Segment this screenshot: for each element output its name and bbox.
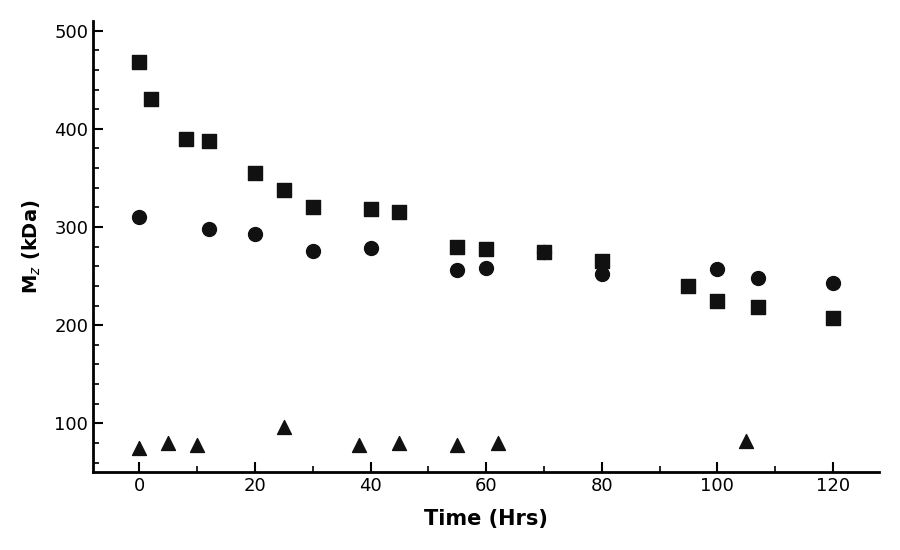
Point: [202, 136, 216, 145]
Point: [364, 205, 378, 214]
Point: [681, 282, 696, 290]
Point: [751, 303, 765, 312]
Point: [479, 264, 493, 273]
Point: [450, 441, 464, 449]
Point: [536, 247, 551, 256]
Point: [450, 242, 464, 251]
Point: [202, 224, 216, 233]
Point: [392, 208, 407, 217]
Point: [536, 247, 551, 256]
Point: [751, 274, 765, 283]
Point: [132, 213, 147, 222]
Y-axis label: M$_z$ (kDa): M$_z$ (kDa): [21, 199, 43, 294]
Point: [595, 270, 609, 278]
Point: [161, 438, 176, 447]
Point: [825, 278, 840, 287]
X-axis label: Time (Hrs): Time (Hrs): [424, 509, 548, 529]
Point: [132, 58, 147, 67]
Point: [595, 257, 609, 266]
Point: [276, 423, 291, 432]
Point: [491, 438, 505, 447]
Point: [710, 296, 724, 305]
Point: [305, 246, 320, 255]
Point: [305, 203, 320, 212]
Point: [392, 438, 407, 447]
Point: [132, 443, 147, 452]
Point: [190, 441, 204, 449]
Point: [364, 243, 378, 252]
Point: [248, 229, 262, 238]
Point: [144, 95, 158, 104]
Point: [450, 266, 464, 274]
Point: [739, 437, 753, 446]
Point: [825, 314, 840, 323]
Point: [710, 265, 724, 273]
Point: [352, 441, 366, 449]
Point: [178, 134, 193, 143]
Point: [276, 185, 291, 194]
Point: [479, 244, 493, 253]
Point: [248, 169, 262, 178]
